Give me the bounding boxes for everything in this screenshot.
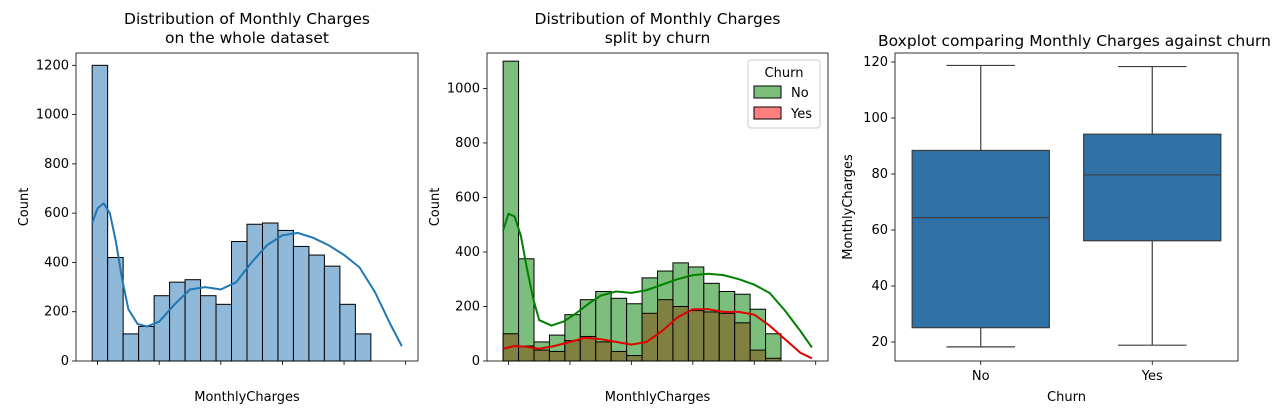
box-iqr — [911, 149, 1050, 329]
y-tick-label: 800 — [44, 157, 69, 172]
histogram-panel-split-by-churn: 0 200 400 600 800 1000 Distribution of Monthly… — [428, 10, 829, 405]
histogram-bar-no — [502, 60, 520, 362]
axes-frame — [486, 52, 829, 362]
y-tick-label: 800 — [455, 136, 480, 151]
legend-label-yes: Yes — [790, 107, 812, 122]
histogram-bar — [231, 240, 248, 362]
y-tick-label: 400 — [44, 255, 69, 270]
histogram-bar — [169, 281, 186, 362]
chart-title: Boxplot comparing Monthly Charges agains… — [878, 32, 1271, 50]
x-axis-label: MonthlyCharges — [605, 390, 711, 405]
axes-frame — [894, 52, 1239, 362]
y-tick-label: 0 — [472, 354, 480, 369]
histogram-bar-no — [765, 333, 782, 362]
histogram-bar — [215, 303, 233, 362]
histogram-bar-yes — [595, 341, 612, 362]
histogram-bar-yes — [687, 310, 705, 362]
y-tick-label: 80 — [871, 167, 888, 182]
histogram-bar-yes — [610, 350, 628, 362]
histogram-bar-yes — [734, 322, 751, 362]
y-axis-label: Count — [428, 188, 443, 227]
histogram-bar — [277, 229, 294, 362]
y-tick-label: 1200 — [36, 58, 69, 73]
histogram-bar-yes — [626, 355, 643, 362]
histogram-bar — [246, 223, 263, 362]
y-tick-label: 400 — [455, 245, 480, 260]
legend-swatch-no — [753, 85, 782, 99]
legend-title: Churn — [765, 66, 804, 81]
legend: Churn No Yes — [747, 59, 821, 129]
histogram-bar — [91, 64, 109, 362]
box-iqr — [1083, 133, 1222, 242]
histogram-bar — [200, 295, 217, 362]
y-tick-label: 40 — [871, 279, 888, 294]
x-axis-label: Churn — [1047, 390, 1086, 405]
chart-title: Distribution of Monthly Charges split by … — [535, 10, 781, 47]
x-tick-label: No — [972, 369, 990, 384]
histogram-bar — [339, 303, 356, 362]
x-axis-label: MonthlyCharges — [194, 390, 300, 405]
y-tick-label: 200 — [455, 299, 480, 314]
y-axis-label: MonthlyCharges — [841, 154, 856, 260]
y-axis-label: Count — [17, 188, 32, 227]
y-tick-label: 120 — [863, 55, 888, 70]
kde-line — [91, 201, 403, 347]
y-tick-label: 200 — [44, 305, 69, 320]
chart-title: Distribution of Monthly Charges on the wh… — [124, 10, 370, 47]
boxplot-panel: 20 40 60 80 100 120 No Yes Boxplot comparing Mon… — [841, 32, 1271, 405]
histogram-bar — [138, 326, 155, 362]
histogram-bar — [323, 265, 341, 362]
y-tick-label: 1000 — [447, 81, 480, 96]
histogram-bar-yes — [657, 299, 674, 362]
histogram-bar — [292, 245, 310, 362]
histogram-panel-whole-dataset: 0 200 400 600 800 1000 1200 Distribution of Mon… — [17, 10, 419, 405]
y-tick-label: 60 — [871, 223, 888, 238]
kde-line-no — [502, 212, 813, 348]
histogram-bar-yes — [703, 311, 720, 362]
y-tick-label: 600 — [44, 206, 69, 221]
y-tick-label: 600 — [455, 190, 480, 205]
histogram-bar — [153, 295, 171, 362]
histogram-bar — [354, 333, 372, 362]
histogram-bar-yes — [749, 349, 767, 362]
histogram-bar-yes — [579, 335, 597, 362]
histogram-bar — [122, 333, 140, 362]
histogram-bar-yes — [641, 312, 659, 362]
histogram-bar-yes — [765, 357, 782, 362]
histogram-bar-yes — [718, 312, 736, 362]
axes-frame — [75, 52, 419, 362]
y-tick-label: 20 — [871, 335, 888, 350]
histogram-bar-yes — [533, 349, 550, 362]
histogram-bar — [308, 254, 325, 362]
y-tick-label: 0 — [61, 354, 69, 369]
legend-label-no: No — [791, 86, 809, 101]
x-tick-label: Yes — [1141, 369, 1163, 384]
y-tick-label: 1000 — [36, 108, 69, 123]
histogram-bar-no — [626, 303, 643, 362]
y-tick-label: 100 — [863, 111, 888, 126]
kde-line-yes — [502, 308, 813, 360]
legend-swatch-yes — [753, 106, 782, 120]
histogram-bar-yes — [548, 350, 566, 362]
